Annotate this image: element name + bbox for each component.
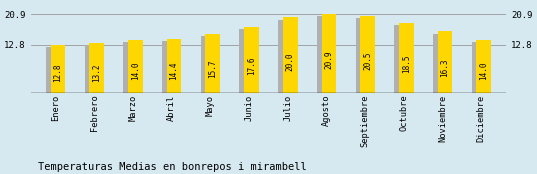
Bar: [360, 15, 375, 93]
Bar: [244, 27, 259, 93]
Bar: [50, 45, 66, 93]
Bar: [85, 45, 99, 93]
Bar: [476, 40, 491, 93]
Text: 13.2: 13.2: [92, 63, 101, 82]
Bar: [124, 42, 138, 93]
Bar: [283, 17, 297, 93]
Text: Temperaturas Medias en bonrepos i mirambell: Temperaturas Medias en bonrepos i miramb…: [38, 162, 306, 172]
Bar: [471, 42, 487, 93]
Bar: [128, 40, 143, 93]
Bar: [433, 34, 448, 93]
Bar: [240, 29, 254, 93]
Bar: [166, 39, 182, 93]
Text: 15.7: 15.7: [208, 59, 217, 78]
Bar: [89, 43, 104, 93]
Text: 14.4: 14.4: [170, 61, 179, 80]
Text: 18.5: 18.5: [402, 55, 411, 73]
Bar: [206, 34, 220, 93]
Bar: [399, 23, 413, 93]
Bar: [162, 41, 177, 93]
Bar: [46, 47, 61, 93]
Bar: [278, 19, 293, 93]
Text: 17.6: 17.6: [247, 56, 256, 74]
Bar: [322, 14, 336, 93]
Text: 12.8: 12.8: [54, 64, 62, 82]
Bar: [438, 31, 452, 93]
Bar: [355, 18, 371, 93]
Bar: [317, 16, 331, 93]
Text: 16.3: 16.3: [440, 58, 449, 77]
Bar: [394, 25, 409, 93]
Bar: [201, 36, 215, 93]
Text: 20.5: 20.5: [363, 51, 372, 70]
Text: 14.0: 14.0: [479, 62, 488, 80]
Text: 14.0: 14.0: [131, 62, 140, 80]
Text: 20.0: 20.0: [286, 52, 295, 71]
Text: 20.9: 20.9: [324, 51, 333, 69]
